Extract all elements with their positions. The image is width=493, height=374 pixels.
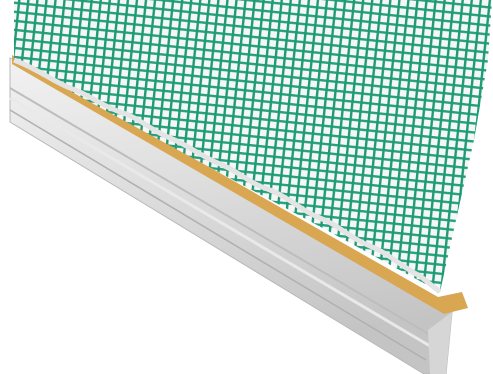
profile-end — [428, 312, 452, 374]
profile-groove — [9, 87, 433, 337]
profile-groove — [9, 109, 427, 361]
profile-groove — [9, 96, 431, 348]
scalloped-edge — [13, 57, 442, 294]
